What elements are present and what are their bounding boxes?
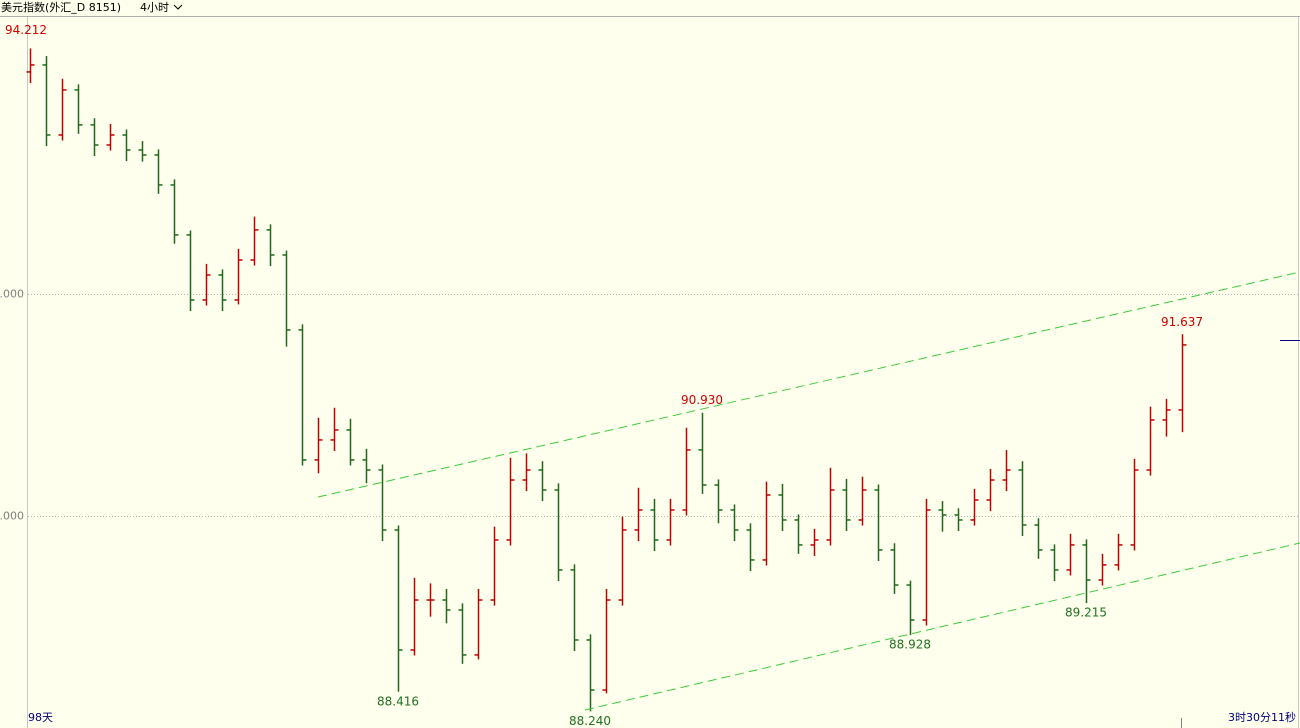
- low-label: 89.215: [1065, 606, 1107, 620]
- symbol-title: 美元指数(外汇_D 8151): [1, 0, 121, 14]
- period-selector[interactable]: 4小时: [140, 1, 169, 14]
- plot-area: 90.000 92.000 94.212 88.416 88.240 90.930 88.9…: [0, 23, 1298, 728]
- channel-lower: [584, 542, 1300, 711]
- countdown: 3时30分11秒: [1228, 710, 1296, 724]
- high-label: 91.637: [1161, 315, 1203, 329]
- low-label: 88.416: [377, 694, 419, 708]
- low-label: 88.928: [889, 637, 931, 651]
- bars-count: 98天: [28, 711, 53, 724]
- period-dropdown-icon[interactable]: [173, 4, 183, 10]
- y-tick-label: 90.000: [0, 510, 24, 523]
- high-label: 90.930: [681, 393, 723, 407]
- low-label: 88.240: [569, 714, 611, 728]
- max-label: 94.212: [5, 23, 47, 37]
- y-tick-label: 92.000: [0, 288, 24, 301]
